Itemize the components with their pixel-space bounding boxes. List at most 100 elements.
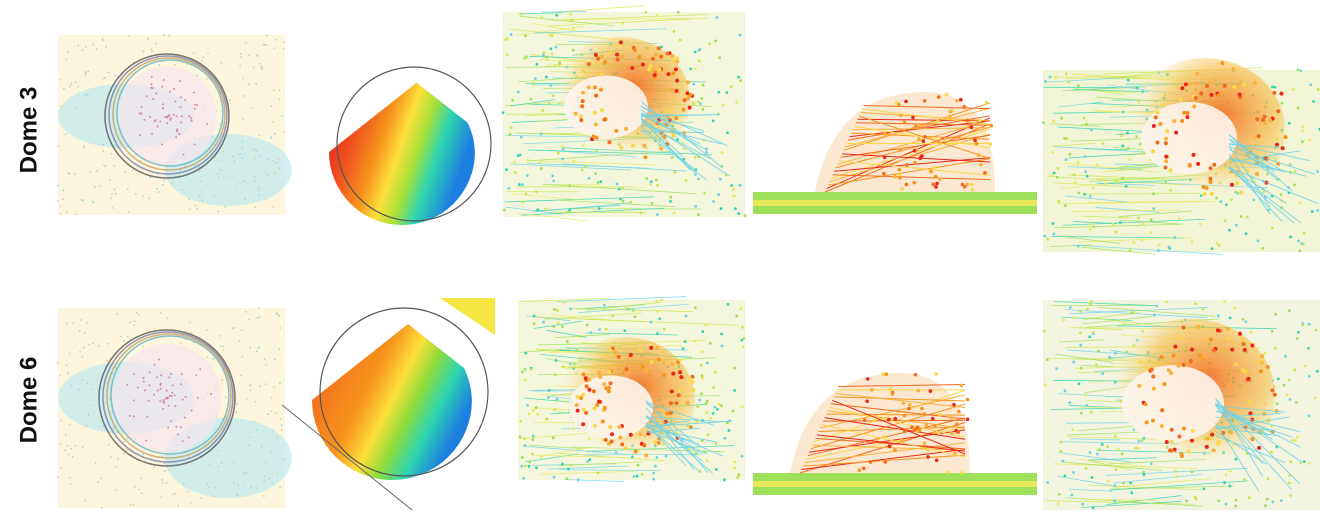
flow-particle [535,406,538,409]
mesh-node [132,169,134,171]
mesh-node [267,413,269,415]
flow-particle [1137,384,1141,388]
flow-particle [1235,224,1238,227]
flow-particle [538,161,541,164]
mesh-node [84,332,86,334]
mesh-node [155,43,157,45]
mesh-node [201,60,203,62]
mesh-node [267,158,269,160]
flow-particle [524,465,527,468]
flow-particle [581,393,585,397]
flow-particle [1261,247,1264,250]
flow-particle [1057,167,1060,170]
flow-particle [1070,494,1073,497]
mesh-node [276,312,278,314]
mesh-node [134,320,136,322]
mesh-node [233,482,235,484]
mesh-node [178,133,180,135]
flow-particle [651,202,654,205]
flow-particle [1231,67,1235,71]
flow-particle [1211,247,1214,250]
flow-particle [1064,389,1067,392]
flow-particle [1308,375,1311,378]
flow-particle [1288,309,1291,312]
flow-particle [1167,368,1171,372]
mesh-node [218,335,220,337]
flow-particle [666,109,670,113]
flow-particle [1203,192,1207,196]
flow-particle [1058,493,1061,496]
mesh-node [177,505,179,507]
mesh-node [271,482,273,484]
mesh-node [238,340,240,342]
flow-particle [1270,388,1274,392]
flow-particle [916,389,920,393]
flow-particle [1309,138,1312,141]
mesh-node [113,427,115,429]
flow-particle [1092,225,1095,228]
flow-particle [623,329,626,332]
mesh-node [162,408,164,410]
mesh-node [279,89,281,91]
mesh-node [243,180,245,182]
flow-particle [1089,451,1092,454]
mesh-node [265,383,267,385]
mesh-node [272,160,274,162]
mesh-node [248,444,250,446]
mesh-node [149,116,151,118]
flow-particle [1271,330,1274,333]
mesh-node [142,51,144,53]
mesh-node [245,472,247,474]
flow-particle [1127,79,1130,82]
mesh-node [100,478,102,480]
flow-particle [562,365,565,368]
ground-band [753,481,1037,487]
mesh-node [177,433,179,435]
flow-particle [1079,310,1082,313]
flow-particle [720,151,723,154]
flow-particle [1133,311,1136,314]
flow-particle [1294,170,1297,173]
flow-particle [655,179,658,182]
mesh-node [217,173,219,175]
flow-particle [688,106,692,110]
mesh-node [114,74,116,76]
mesh-node [179,106,181,108]
flow-particle [1152,207,1155,210]
flow-particle [949,110,953,114]
flow-particle [1268,118,1272,122]
flow-particle [1288,482,1291,485]
flow-particle [1280,499,1283,502]
mesh-node [206,484,208,486]
mesh-node [196,208,198,210]
mesh-node [254,157,256,159]
flow-particle [1082,117,1085,120]
flow-particle [1160,424,1164,428]
flow-particle [622,22,625,25]
flow-particle [632,309,635,312]
mesh-node [283,48,285,50]
mesh-node [180,96,182,98]
flow-particle [1174,131,1178,135]
flow-particle [655,14,658,17]
flow-particle [1208,81,1212,85]
flow-particle [1202,185,1206,189]
mesh-node [245,42,247,44]
flow-particle [935,458,939,462]
mesh-node [65,133,67,135]
flow-particle [898,173,902,177]
mesh-node [220,169,222,171]
flow-particle [684,340,687,343]
flow-particle [588,177,591,180]
mesh-node [107,360,109,362]
mesh-node [254,176,256,178]
mesh-node [92,389,94,391]
mesh-node [69,353,71,355]
mesh-node [248,54,250,56]
mesh-node [246,398,248,400]
mesh-node [273,89,275,91]
flow-particle [618,435,622,439]
flow-particle [1077,245,1080,248]
flow-particle [656,213,659,216]
flow-particle [1205,436,1209,440]
